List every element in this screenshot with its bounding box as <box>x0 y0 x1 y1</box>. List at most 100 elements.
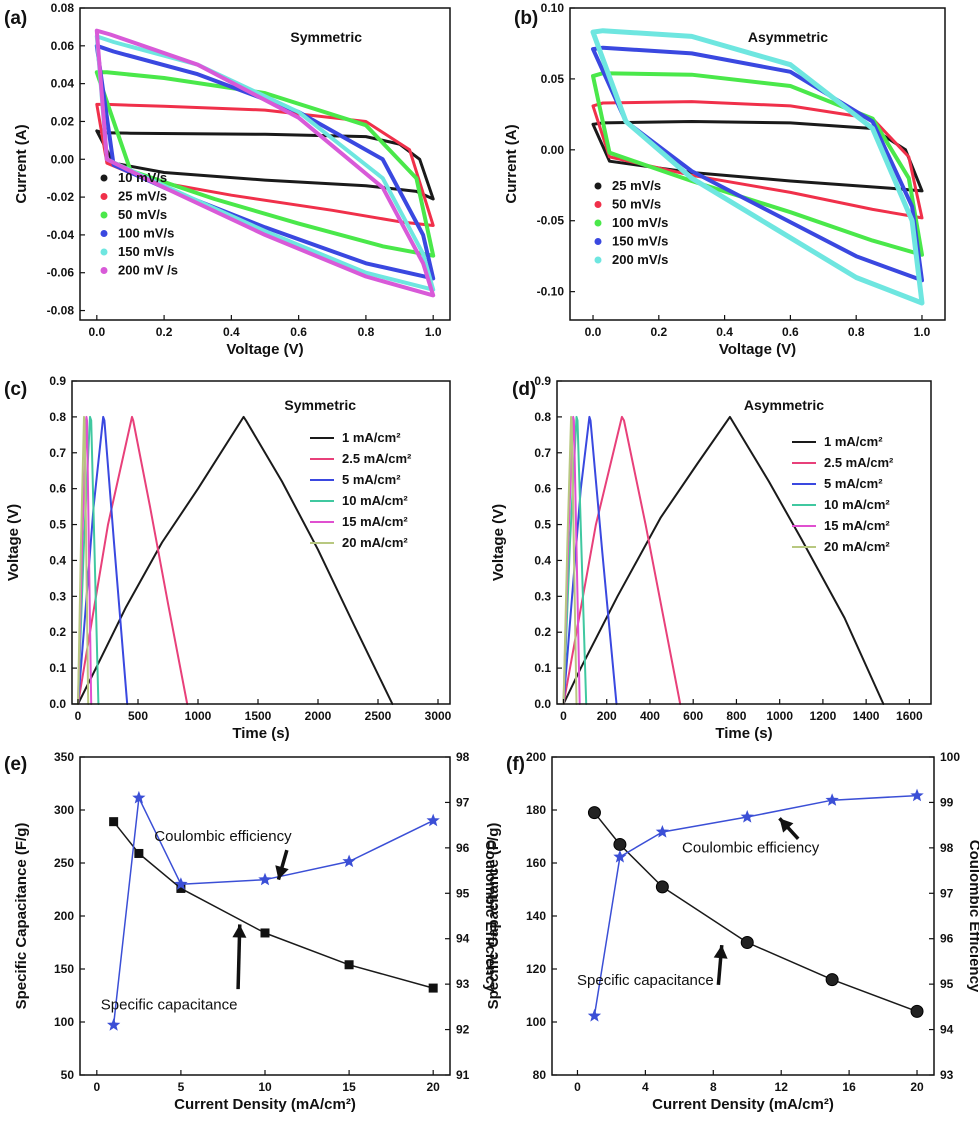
legend-label-c-1: 2.5 mA/cm² <box>342 451 412 466</box>
legend-marker-a-1 <box>100 193 108 200</box>
annotation-text-e-0: Coulombic efficiency <box>154 828 292 845</box>
y-tick-label-e-0: 50 <box>61 1068 75 1082</box>
legend-label-d-1: 2.5 mA/cm² <box>824 455 894 470</box>
series-line-c-3 <box>77 415 100 705</box>
legend-marker-a-2 <box>100 211 108 219</box>
y-tick-label-c-6: 0.6 <box>49 482 66 496</box>
data-point-e-1-1 <box>132 790 146 804</box>
panel-a: 0.0 0.2 0.4 0.6 0.8 1.0 -0.08 -0.06 -0.04 -0.02 0.… <box>4 1 451 358</box>
y-tick-label-d-9: 0.9 <box>534 374 551 388</box>
y-tick-label-c-5: 0.5 <box>49 518 66 532</box>
series-line-a-5 <box>94 28 436 298</box>
x-tick-label-d-6: 1200 <box>810 709 837 723</box>
y-right-tick-label-e-3: 94 <box>456 932 470 946</box>
y-tick-label-f-6: 200 <box>526 750 546 764</box>
y-tick-label-c-1: 0.1 <box>49 661 66 675</box>
data-point-f-0-0 <box>587 806 601 820</box>
legend-marker-b-4 <box>594 256 602 264</box>
x-tick-label-c-5: 2500 <box>365 709 392 723</box>
x-tick-label-b-3: 0.6 <box>782 325 799 339</box>
y-right-tick-label-f-6: 99 <box>940 795 954 809</box>
data-point-f-1-1 <box>613 849 627 863</box>
data-point-f-0-1 <box>613 837 627 851</box>
x-tick-label-a-4: 0.8 <box>358 325 375 339</box>
panel-title-c: Symmetric <box>284 397 356 413</box>
y-right-tick-label-e-5: 96 <box>456 841 470 855</box>
y-tick-label-e-1: 100 <box>54 1015 74 1029</box>
legend-label-b-1: 50 mV/s <box>612 197 661 212</box>
y-right-tick-label-f-5: 98 <box>940 841 954 855</box>
y-tick-label-b-3: 0.05 <box>541 72 565 86</box>
x-tick-label-c-3: 1500 <box>245 709 272 723</box>
y-tick-label-e-3: 200 <box>54 909 74 923</box>
data-point-f-0-5 <box>910 1004 924 1018</box>
plot-frame-b <box>569 7 946 321</box>
data-point-e-0-3 <box>260 928 270 938</box>
annotation-text-f-1: Specific capacitance <box>577 972 714 989</box>
y-tick-label-b-2: 0.00 <box>541 143 565 157</box>
y-right-tick-label-e-7: 98 <box>456 750 470 764</box>
legend-marker-a-4 <box>100 248 108 256</box>
y-tick-label-e-5: 300 <box>54 803 74 817</box>
y-tick-label-f-1: 100 <box>526 1015 546 1029</box>
legend-label-d-3: 10 mA/cm² <box>824 497 890 512</box>
legend-label-c-0: 1 mA/cm² <box>342 430 401 445</box>
series-line-d-2 <box>562 415 618 705</box>
legend-label-c-3: 10 mA/cm² <box>342 493 408 508</box>
series-line-c-1 <box>77 415 189 705</box>
legend-label-b-2: 100 mV/s <box>612 215 668 230</box>
x-tick-label-e-2: 10 <box>258 1080 272 1094</box>
series-line-f-1 <box>593 794 918 1017</box>
panel-title-b: Asymmetric <box>748 29 828 45</box>
y-right-tick-label-f-2: 95 <box>940 977 954 991</box>
panel-b: 0.0 0.2 0.4 0.6 0.8 1.0 -0.10 -0.05 0.00 0.05 0.10… <box>503 1 946 358</box>
data-point-f-1-5 <box>910 788 924 802</box>
y-axis-label-d: Voltage (V) <box>490 504 507 581</box>
panel-label-e: (e) <box>4 754 27 775</box>
series-line-c-0 <box>77 415 394 705</box>
series-line-b-0 <box>591 120 924 193</box>
data-point-f-1-3 <box>740 810 754 823</box>
y-right-axis-label-f: Coulombic Efficiency <box>966 840 979 993</box>
data-point-f-0-4 <box>825 973 839 987</box>
y-tick-label-c-4: 0.4 <box>49 553 66 567</box>
x-tick-label-d-3: 600 <box>683 709 703 723</box>
x-tick-label-c-1: 500 <box>128 709 148 723</box>
y-tick-label-d-2: 0.2 <box>534 625 551 639</box>
legend-label-c-5: 20 mA/cm² <box>342 535 408 550</box>
plot-frame-e <box>79 756 451 1076</box>
x-tick-label-c-6: 3000 <box>425 709 452 723</box>
legend-label-c-2: 5 mA/cm² <box>342 472 401 487</box>
y-tick-label-f-2: 120 <box>526 962 546 976</box>
y-tick-label-c-8: 0.8 <box>49 410 66 424</box>
data-point-f-0-3 <box>740 936 754 949</box>
y-tick-label-c-7: 0.7 <box>49 446 66 460</box>
series-line-e-0 <box>112 820 434 989</box>
y-right-tick-label-e-2: 93 <box>456 977 470 991</box>
data-point-f-0-2 <box>655 880 669 894</box>
y-tick-label-b-4: 0.10 <box>541 1 565 15</box>
data-point-e-1-2 <box>174 877 188 890</box>
series-line-d-3 <box>562 415 588 705</box>
series-line-d-1 <box>562 415 682 705</box>
legend-label-a-1: 25 mV/s <box>118 189 167 204</box>
x-tick-label-f-4: 16 <box>842 1080 856 1094</box>
x-tick-label-b-4: 0.8 <box>848 325 865 339</box>
legend-label-d-2: 5 mA/cm² <box>824 476 883 491</box>
y-tick-label-f-5: 180 <box>526 803 546 817</box>
x-tick-label-a-0: 0.0 <box>88 325 105 339</box>
legend-label-c-4: 15 mA/cm² <box>342 514 408 529</box>
y-tick-label-a-3: -0.02 <box>47 190 75 204</box>
legend-marker-a-3 <box>100 230 108 237</box>
legend-label-d-5: 20 mA/cm² <box>824 539 890 554</box>
legend-marker-b-0 <box>594 182 602 190</box>
y-tick-label-a-2: -0.04 <box>47 228 75 242</box>
plot-frame-f <box>551 756 935 1076</box>
data-point-f-1-2 <box>655 825 669 838</box>
y-right-tick-label-f-4: 97 <box>940 886 954 900</box>
data-point-e-0-0 <box>109 817 119 827</box>
legend-label-a-0: 10 mV/s <box>118 170 167 185</box>
x-tick-label-f-2: 8 <box>710 1080 717 1094</box>
legend-label-a-2: 50 mV/s <box>118 207 167 222</box>
